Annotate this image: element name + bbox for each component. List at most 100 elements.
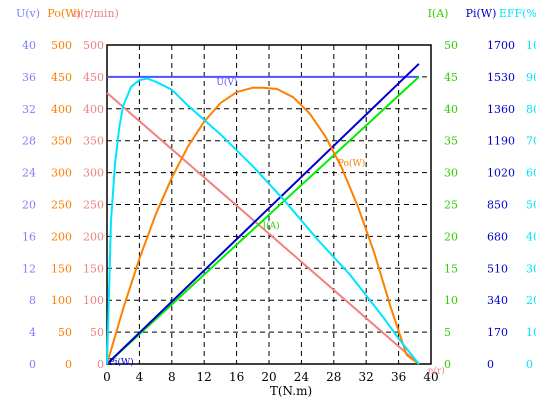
axis-title-i: I(A)	[428, 7, 449, 20]
series-po-line	[106, 86, 420, 365]
axes-layer: U(v)0481216202428323640Po(W)050100150200…	[16, 7, 536, 384]
tick-po-1: 50	[58, 326, 72, 339]
tick-eff-3: 30	[526, 262, 536, 275]
tick-n-10: 500	[83, 39, 104, 52]
tick-i-1: 5	[444, 326, 451, 339]
tick-po-2: 100	[51, 294, 72, 307]
axis-title-pi: Pi(W)	[466, 7, 497, 20]
tick-n-3: 150	[83, 262, 104, 275]
tick-n-9: 450	[83, 71, 104, 84]
series-eff-line	[106, 77, 420, 365]
x-tick-16: 16	[229, 370, 244, 384]
x-tick-24: 24	[294, 370, 310, 384]
annotation-pow: Po(W)	[338, 158, 365, 169]
tick-eff-5: 50	[526, 199, 536, 212]
tick-n-1: 50	[90, 326, 104, 339]
tick-i-9: 45	[444, 71, 458, 84]
annotation-uv: U(V)	[216, 77, 237, 88]
tick-u-0: 0	[29, 358, 36, 371]
x-axis-label: T(N.m)	[270, 384, 312, 398]
tick-po-10: 500	[51, 39, 72, 52]
plot-frame	[106, 44, 432, 365]
tick-pi-5: 850	[487, 199, 508, 212]
tick-po-4: 200	[51, 230, 72, 243]
tick-i-2: 10	[444, 294, 458, 307]
annotation-nr: n(r)	[428, 366, 445, 377]
x-tick-20: 20	[261, 370, 276, 384]
tick-pi-10: 1700	[487, 39, 515, 52]
tick-eff-8: 80	[526, 103, 536, 116]
tick-eff-6: 60	[526, 167, 536, 180]
x-tick-12: 12	[197, 370, 212, 384]
tick-n-7: 350	[83, 135, 104, 148]
series-n-line	[106, 92, 420, 365]
tick-i-4: 20	[444, 230, 458, 243]
annotation-ia: I(A)	[263, 221, 280, 232]
x-tick-4: 4	[136, 370, 144, 384]
tick-u-4: 16	[22, 230, 36, 243]
tick-pi-0: 0	[487, 358, 494, 371]
tick-i-7: 35	[444, 135, 458, 148]
tick-po-7: 350	[51, 135, 72, 148]
x-tick-36: 36	[391, 370, 406, 384]
x-tick-8: 8	[168, 370, 176, 384]
tick-po-0: 0	[65, 358, 72, 371]
tick-n-2: 100	[83, 294, 104, 307]
tick-u-1: 4	[29, 326, 36, 339]
tick-i-8: 40	[444, 103, 458, 116]
axis-title-eff: EFF(%)	[499, 7, 536, 20]
axis-title-n: n(r/min)	[73, 7, 119, 20]
x-tick-28: 28	[326, 370, 341, 384]
tick-u-8: 32	[22, 103, 36, 116]
tick-i-3: 15	[444, 262, 458, 275]
tick-u-10: 40	[22, 39, 36, 52]
tick-pi-6: 1020	[487, 167, 515, 180]
tick-po-3: 150	[51, 262, 72, 275]
tick-u-5: 20	[22, 199, 36, 212]
series-pi-line	[106, 63, 420, 365]
tick-pi-3: 510	[487, 262, 508, 275]
x-tick-0: 0	[103, 370, 111, 384]
tick-po-9: 450	[51, 71, 72, 84]
tick-u-2: 8	[29, 294, 36, 307]
annotation-layer: U(V) Po(W) I(A) Pi(W) n(r)	[109, 77, 445, 377]
tick-eff-1: 10	[526, 326, 536, 339]
tick-pi-2: 340	[487, 294, 508, 307]
tick-i-6: 30	[444, 167, 458, 180]
tick-eff-4: 40	[526, 230, 536, 243]
grid-layer	[106, 44, 432, 365]
tick-eff-2: 20	[526, 294, 536, 307]
series-layer	[106, 63, 420, 365]
axis-title-po: Po(W)	[47, 7, 80, 20]
x-tick-40: 40	[423, 370, 438, 384]
tick-pi-4: 680	[487, 230, 508, 243]
tick-eff-0: 0	[526, 358, 533, 371]
tick-po-6: 300	[51, 167, 72, 180]
tick-u-7: 28	[22, 135, 36, 148]
series-i-line	[106, 76, 420, 365]
tick-n-0: 0	[97, 358, 104, 371]
annotation-piw: Pi(W)	[109, 357, 134, 368]
tick-n-8: 400	[83, 103, 104, 116]
tick-pi-1: 170	[487, 326, 508, 339]
tick-eff-7: 70	[526, 135, 536, 148]
x-tick-32: 32	[359, 370, 374, 384]
tick-i-10: 50	[444, 39, 458, 52]
tick-u-3: 12	[22, 262, 36, 275]
tick-u-9: 36	[22, 71, 36, 84]
tick-pi-7: 1190	[487, 135, 515, 148]
tick-eff-9: 90	[526, 71, 536, 84]
tick-i-0: 0	[444, 358, 451, 371]
tick-i-5: 25	[444, 199, 458, 212]
tick-pi-8: 1360	[487, 103, 515, 116]
axis-title-u: U(v)	[16, 7, 40, 20]
tick-po-8: 400	[51, 103, 72, 116]
tick-eff-10: 100	[526, 39, 536, 52]
tick-n-4: 200	[83, 230, 104, 243]
tick-pi-9: 1530	[487, 71, 515, 84]
tick-u-6: 24	[22, 167, 36, 180]
tick-po-5: 250	[51, 199, 72, 212]
tick-n-5: 250	[83, 199, 104, 212]
tick-n-6: 300	[83, 167, 104, 180]
